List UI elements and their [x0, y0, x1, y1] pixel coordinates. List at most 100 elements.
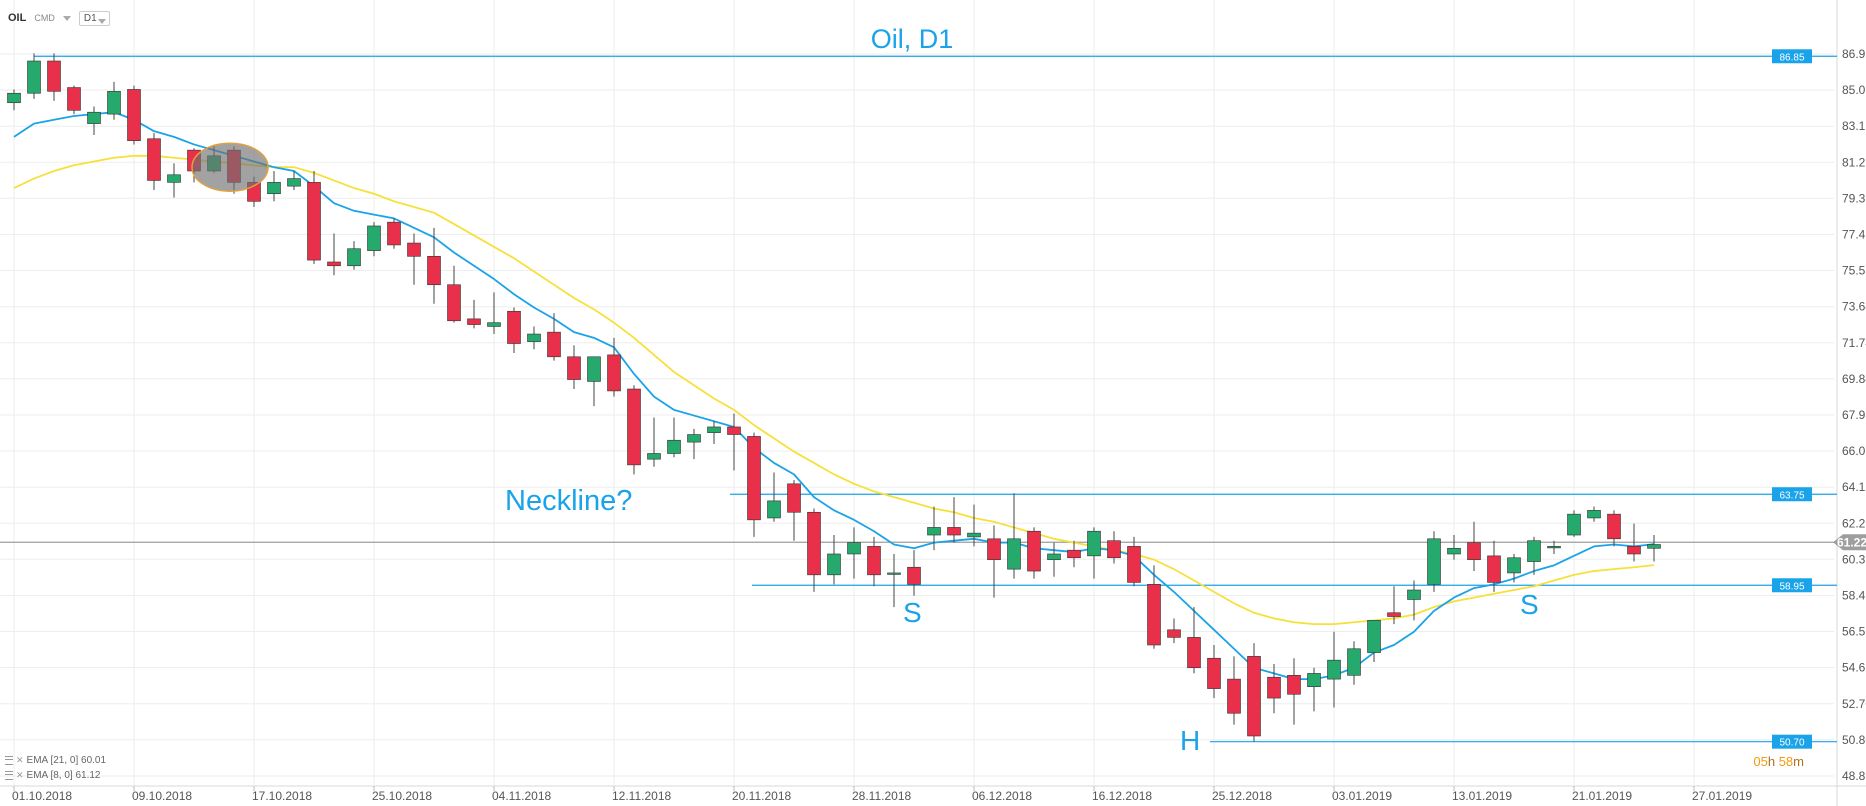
candle [767, 472, 781, 522]
candle-body [347, 248, 361, 267]
x-tick-label: 20.11.2018 [732, 789, 791, 803]
timeframe-select[interactable]: D1 [78, 10, 110, 26]
x-tick-label: 04.11.2018 [492, 789, 551, 803]
candle [167, 163, 181, 198]
indicator-legend-ema8[interactable]: ✕ EMA [8, 0] 61.12 [5, 770, 100, 781]
candle [1307, 667, 1321, 712]
y-tick-label: 81.26 [1842, 155, 1866, 169]
candle [607, 337, 621, 397]
candle-body [987, 538, 1001, 560]
candle [347, 241, 361, 270]
candle-body [27, 60, 41, 94]
candle-body [647, 453, 661, 460]
candle-body [1027, 530, 1041, 572]
candle-body [907, 566, 921, 585]
candle-body [567, 356, 581, 380]
candle-body [407, 242, 421, 257]
current-price-badge [1833, 534, 1866, 551]
y-tick-label: 64.12 [1842, 480, 1866, 494]
head-label: H [1180, 725, 1200, 756]
y-tick-label: 85.07 [1842, 83, 1866, 97]
candle [387, 218, 401, 249]
level-price-badge [1772, 487, 1812, 502]
candle [1187, 607, 1201, 674]
x-tick-label: 13.01.2019 [1452, 789, 1512, 803]
candle-body [1447, 547, 1461, 555]
x-tick-label: 12.11.2018 [612, 789, 671, 803]
candle [827, 535, 841, 585]
y-tick-label: 62.22 [1842, 516, 1866, 530]
candle-body [427, 256, 441, 286]
ema-21-line [13, 154, 1655, 626]
candle [1327, 631, 1341, 708]
y-tick-label: 71.74 [1842, 336, 1866, 350]
candle [307, 170, 321, 264]
y-tick-label: 56.51 [1842, 625, 1866, 639]
candle [1407, 580, 1421, 621]
candle [547, 313, 561, 361]
candle-body [687, 434, 701, 443]
candle-body [147, 138, 161, 181]
candle-body [67, 87, 81, 111]
y-tick-label: 73.64 [1842, 300, 1866, 314]
candle-body [667, 439, 681, 454]
level-price-badge [1772, 734, 1812, 749]
candle-body [1527, 540, 1541, 562]
candle [407, 233, 421, 285]
candle [327, 233, 341, 276]
candle-body [1047, 553, 1061, 560]
timer-hours-unit: h [1767, 754, 1776, 769]
candle-body [1107, 540, 1121, 559]
candle-body [627, 388, 641, 466]
candle [847, 527, 861, 579]
candle-body [1007, 538, 1021, 570]
candle [107, 81, 121, 120]
timer-minutes-unit: m [1793, 754, 1804, 769]
indicator-legend-ema21[interactable]: ✕ EMA [21, 0] 60.01 [5, 755, 106, 766]
candle [1067, 540, 1081, 568]
candle-body [47, 60, 61, 92]
candle [1027, 527, 1041, 579]
candle-body [507, 310, 521, 344]
candle [927, 506, 941, 551]
candle-body [127, 89, 141, 141]
candle-body [327, 261, 341, 267]
x-tick-label: 17.10.2018 [252, 789, 312, 803]
candle-body [1187, 637, 1201, 669]
close-icon[interactable]: ✕ [16, 770, 24, 780]
candle [987, 525, 1001, 598]
candle [367, 222, 381, 257]
candle [807, 508, 821, 592]
candle [287, 170, 301, 190]
candle-body [967, 532, 981, 538]
candle [747, 432, 761, 537]
candle [1467, 521, 1481, 572]
settings-icon[interactable] [5, 771, 13, 780]
y-axis: 86.97 85.07 83.16 81.26 79.36 77.45 75.55 73.64… [1842, 47, 1866, 783]
chart-title: Oil, D1 [871, 24, 954, 54]
candle [1507, 553, 1521, 583]
candle-body [547, 331, 561, 358]
candle-body [1387, 612, 1401, 617]
candle [1587, 506, 1601, 522]
chevron-down-icon[interactable] [62, 15, 71, 21]
candle [1487, 540, 1501, 592]
symbol-label[interactable]: OIL [8, 12, 27, 24]
left-shoulder-label: S [903, 597, 922, 628]
candle [687, 428, 701, 460]
level-price-badge [1772, 49, 1812, 64]
instrument-toolbar: OIL CMD D1 [8, 8, 110, 28]
level-price-label: 63.75 [1779, 490, 1804, 501]
candle [707, 421, 721, 445]
candle-body [307, 182, 321, 261]
candle [7, 89, 21, 111]
candle-body [1507, 557, 1521, 574]
y-tick-label: 54.61 [1842, 661, 1866, 675]
candle-body [927, 527, 941, 536]
settings-icon[interactable] [5, 756, 13, 765]
highlight-ellipse [191, 142, 269, 192]
candle-countdown: 05h 58m [1753, 754, 1804, 769]
close-icon[interactable]: ✕ [16, 755, 24, 765]
candle-body [267, 182, 281, 195]
